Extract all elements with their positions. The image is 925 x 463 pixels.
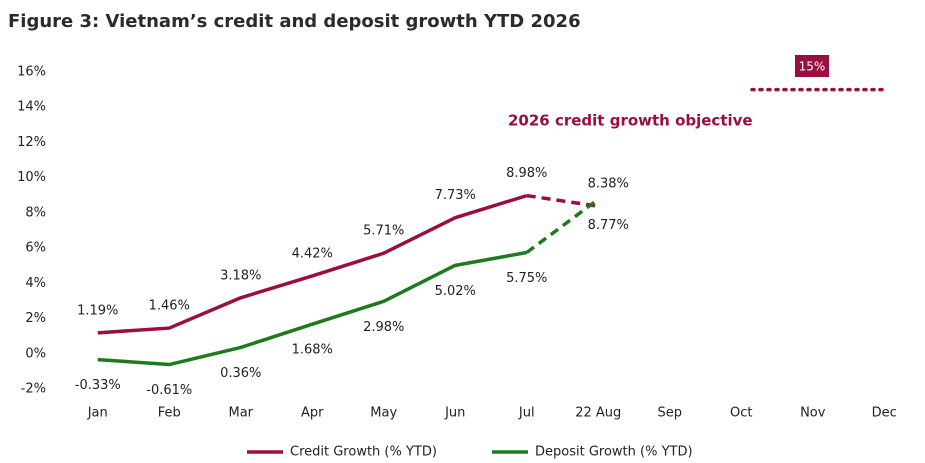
y-tick-label: 4%: [25, 276, 46, 291]
data-label: -0.61%: [146, 383, 192, 398]
data-label: 5.75%: [506, 271, 547, 286]
objective-label: 15%: [799, 60, 826, 74]
data-label: 1.19%: [77, 303, 118, 318]
legend-label: Credit Growth (% YTD): [290, 445, 437, 460]
y-tick-label: 0%: [25, 346, 46, 361]
y-tick-label: 8%: [25, 205, 46, 220]
data-label: 5.71%: [363, 224, 404, 239]
data-label: -0.33%: [75, 378, 121, 393]
y-tick-label: 2%: [25, 311, 46, 326]
data-label: 3.18%: [220, 268, 261, 283]
data-label: 4.42%: [292, 246, 333, 261]
annotation: 2026 credit growth objective: [508, 112, 753, 130]
x-tick-label: Sep: [657, 406, 682, 421]
data-label: 1.46%: [149, 299, 190, 314]
y-tick-label: 16%: [17, 65, 46, 80]
y-tick-label: 6%: [25, 241, 46, 256]
x-tick-label: Apr: [301, 406, 324, 421]
x-tick-label: Jun: [444, 406, 465, 421]
y-tick-label: 10%: [17, 170, 46, 185]
x-tick-label: Feb: [158, 406, 181, 421]
data-label: 5.02%: [435, 284, 476, 299]
series-line: [97, 250, 528, 367]
y-tick-label: 12%: [17, 135, 46, 150]
x-tick-label: May: [370, 406, 397, 421]
objective-box: [795, 55, 829, 77]
x-tick-label: Mar: [228, 406, 253, 421]
data-label: 2.98%: [363, 320, 404, 335]
data-label: 8.77%: [588, 218, 629, 233]
series-line-dashed: [526, 193, 599, 208]
x-tick-label: Dec: [872, 406, 897, 421]
data-label: 7.73%: [435, 188, 476, 203]
y-tick-label: -2%: [21, 382, 46, 397]
x-tick-label: Jul: [518, 406, 535, 421]
legend-label: Deposit Growth (% YTD): [535, 445, 693, 460]
x-tick-label: Jan: [87, 406, 108, 421]
data-label: 8.38%: [588, 177, 629, 192]
x-tick-label: 22 Aug: [575, 406, 621, 421]
y-tick-label: 14%: [17, 100, 46, 115]
data-label: 8.98%: [506, 166, 547, 181]
x-tick-label: Oct: [730, 406, 752, 421]
x-tick-label: Nov: [800, 406, 826, 421]
series-line: [97, 193, 528, 335]
data-label: 1.68%: [292, 343, 333, 358]
chart-title: Figure 3: Vietnam’s credit and deposit g…: [8, 11, 581, 32]
data-label: 0.36%: [220, 366, 261, 381]
